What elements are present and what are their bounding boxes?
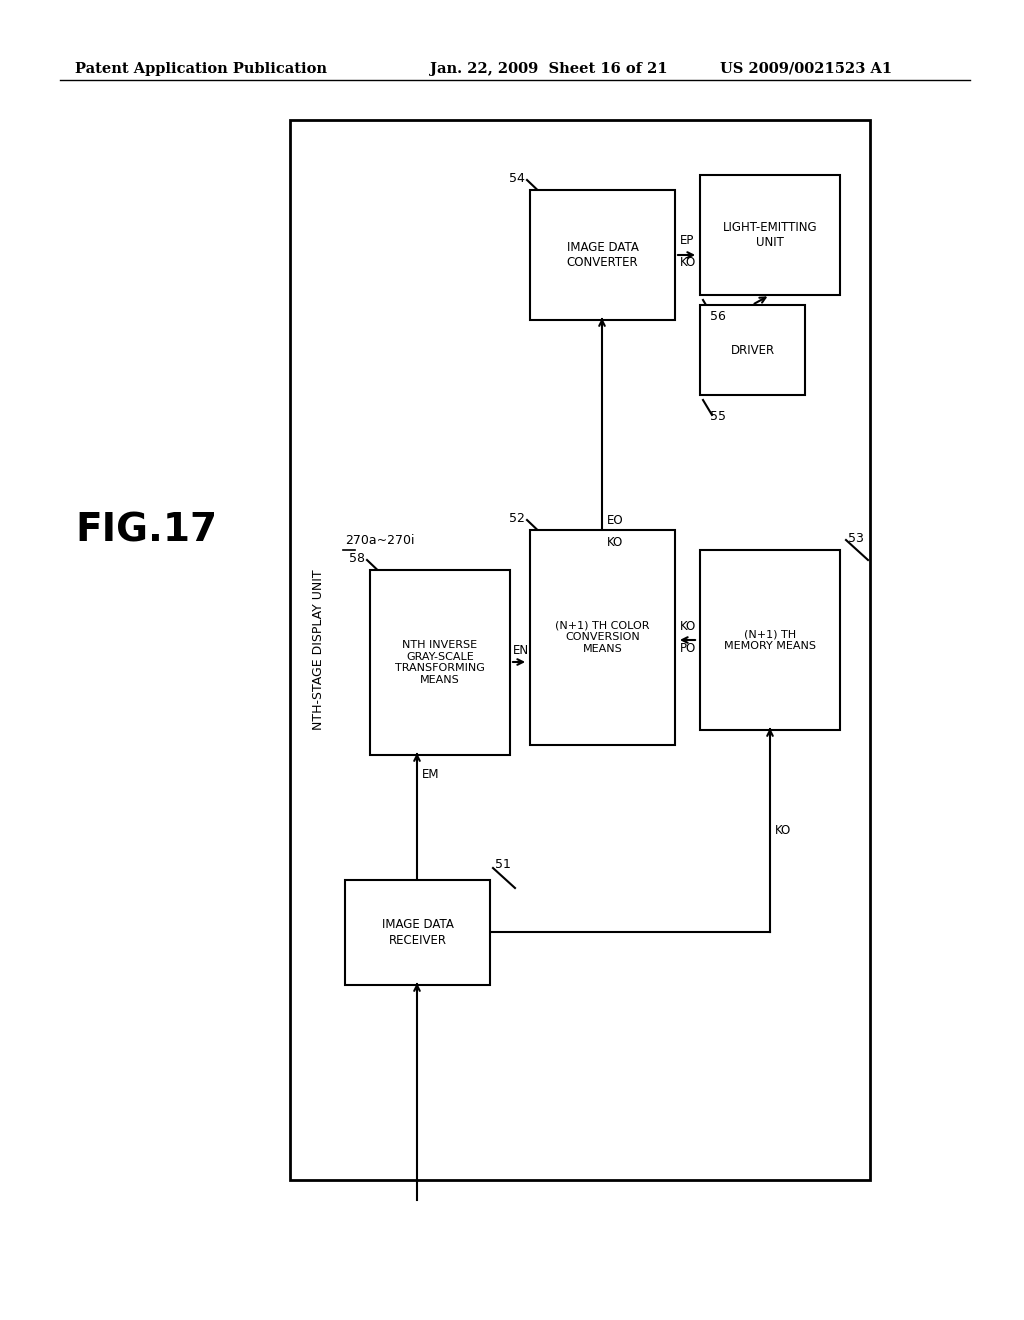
Text: 270a~270i: 270a~270i <box>345 533 415 546</box>
Bar <box>700 550 840 730</box>
Text: DRIVER: DRIVER <box>730 343 774 356</box>
Bar <box>370 570 510 755</box>
Text: KO: KO <box>607 536 624 549</box>
Text: IMAGE DATA
RECEIVER: IMAGE DATA RECEIVER <box>382 919 454 946</box>
Bar <box>700 176 840 294</box>
Text: EM: EM <box>422 768 439 781</box>
Text: Patent Application Publication: Patent Application Publication <box>75 62 327 77</box>
Bar <box>345 880 490 985</box>
Bar <box>530 190 675 319</box>
Text: 55: 55 <box>710 411 726 424</box>
Text: NTH-STAGE DISPLAY UNIT: NTH-STAGE DISPLAY UNIT <box>311 570 325 730</box>
Text: 51: 51 <box>495 858 511 871</box>
Text: (N+1) TH
MEMORY MEANS: (N+1) TH MEMORY MEANS <box>724 630 816 651</box>
Bar <box>290 120 870 1180</box>
Text: EO: EO <box>607 513 624 527</box>
Text: EP: EP <box>680 235 694 248</box>
Text: KO: KO <box>680 256 696 269</box>
Text: 53: 53 <box>848 532 864 544</box>
Text: US 2009/0021523 A1: US 2009/0021523 A1 <box>720 62 892 77</box>
Text: 58: 58 <box>349 552 365 565</box>
Text: 54: 54 <box>509 172 525 185</box>
Text: (N+1) TH COLOR
CONVERSION
MEANS: (N+1) TH COLOR CONVERSION MEANS <box>555 620 650 655</box>
Text: PO: PO <box>680 642 696 655</box>
Text: 52: 52 <box>509 511 525 524</box>
Bar <box>530 531 675 744</box>
Text: EN: EN <box>513 644 529 656</box>
Text: IMAGE DATA
CONVERTER: IMAGE DATA CONVERTER <box>566 242 638 269</box>
Text: KO: KO <box>775 825 792 837</box>
Text: Jan. 22, 2009  Sheet 16 of 21: Jan. 22, 2009 Sheet 16 of 21 <box>430 62 668 77</box>
Text: FIG.17: FIG.17 <box>75 511 217 549</box>
Text: LIGHT-EMITTING
UNIT: LIGHT-EMITTING UNIT <box>723 220 817 249</box>
Text: KO: KO <box>680 619 696 632</box>
Text: 56: 56 <box>710 310 726 323</box>
Bar <box>700 305 805 395</box>
Text: NTH INVERSE
GRAY-SCALE
TRANSFORMING
MEANS: NTH INVERSE GRAY-SCALE TRANSFORMING MEAN… <box>395 640 485 685</box>
